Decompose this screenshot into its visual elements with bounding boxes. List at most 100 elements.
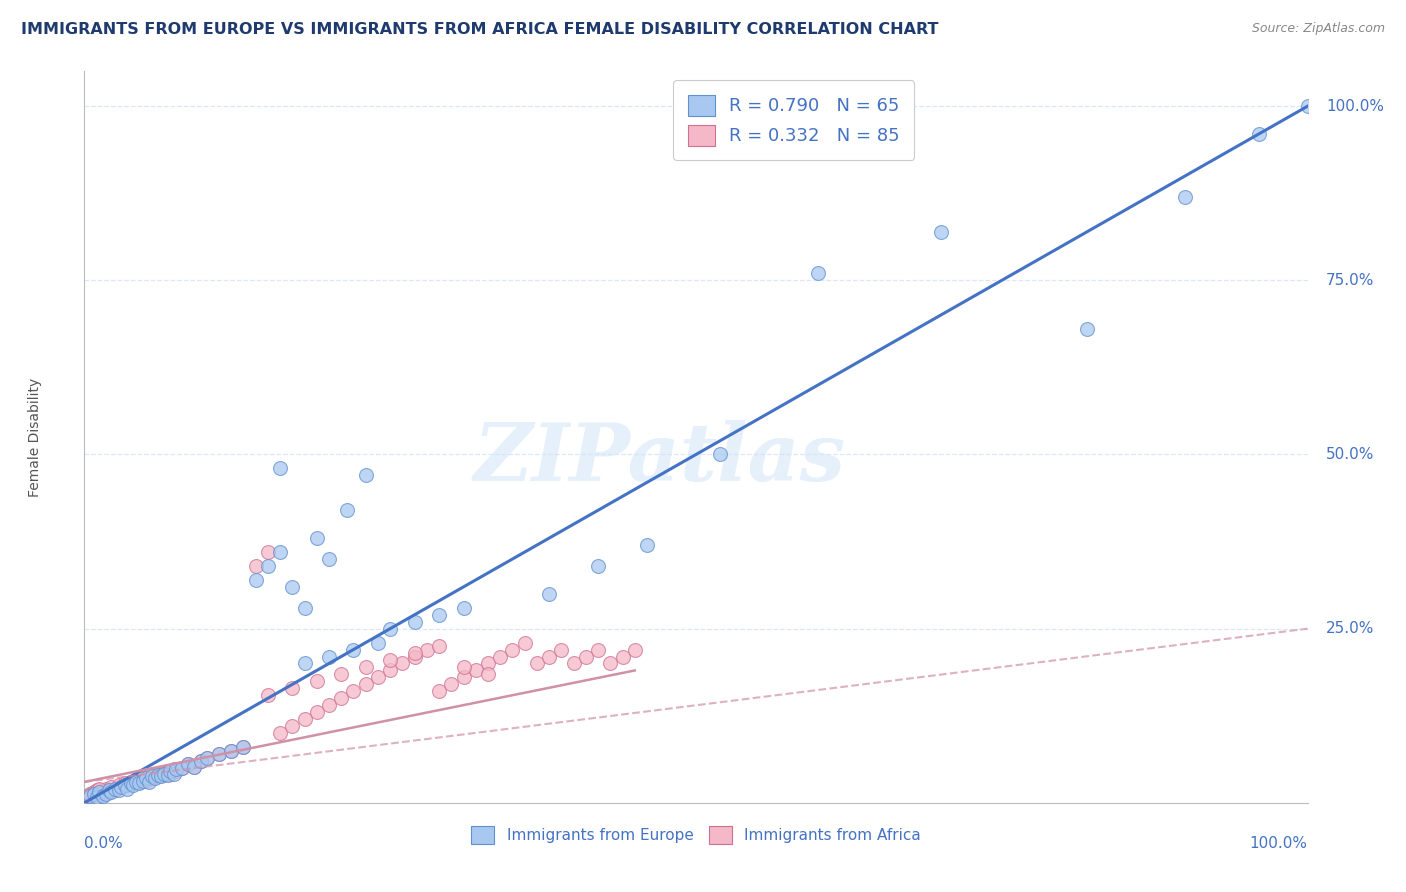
Point bbox=[110, 780, 132, 795]
Text: 50.0%: 50.0% bbox=[1326, 447, 1374, 462]
Point bbox=[709, 448, 731, 462]
Point bbox=[120, 775, 142, 789]
Point bbox=[100, 780, 122, 795]
Point bbox=[257, 545, 280, 559]
Point bbox=[342, 642, 364, 657]
Point bbox=[132, 772, 155, 786]
Point bbox=[135, 772, 157, 786]
Point bbox=[354, 660, 377, 674]
Point bbox=[165, 763, 187, 777]
Point bbox=[122, 778, 145, 792]
Point bbox=[104, 783, 127, 797]
Point bbox=[146, 769, 169, 783]
Point bbox=[159, 764, 181, 779]
Point bbox=[562, 657, 585, 671]
Point bbox=[453, 670, 475, 684]
Point bbox=[453, 600, 475, 615]
Point bbox=[502, 642, 524, 657]
Point bbox=[294, 657, 316, 671]
Point bbox=[477, 667, 499, 681]
Point bbox=[195, 750, 218, 764]
Point bbox=[330, 691, 353, 706]
Point bbox=[354, 677, 377, 691]
Point bbox=[807, 266, 830, 280]
Point bbox=[624, 642, 647, 657]
Point bbox=[636, 538, 658, 552]
Text: 75.0%: 75.0% bbox=[1326, 273, 1374, 288]
Point bbox=[318, 552, 340, 566]
Point bbox=[114, 776, 136, 790]
Point bbox=[1247, 127, 1270, 141]
Point bbox=[404, 649, 426, 664]
Point bbox=[245, 558, 267, 573]
Point bbox=[427, 684, 450, 698]
Point bbox=[538, 587, 561, 601]
Point bbox=[599, 657, 621, 671]
Point bbox=[257, 688, 280, 702]
Point bbox=[427, 639, 450, 653]
Point bbox=[354, 468, 377, 483]
Point bbox=[269, 726, 291, 740]
Point bbox=[367, 670, 389, 684]
Point bbox=[183, 759, 205, 773]
Point bbox=[79, 788, 101, 802]
Point bbox=[83, 785, 105, 799]
Point bbox=[586, 558, 609, 573]
Text: 100.0%: 100.0% bbox=[1250, 836, 1308, 851]
Point bbox=[115, 778, 138, 792]
Point bbox=[150, 769, 173, 783]
Point bbox=[91, 789, 114, 803]
Point bbox=[135, 773, 157, 788]
Point bbox=[195, 750, 218, 764]
Point bbox=[79, 789, 101, 803]
Point bbox=[114, 778, 136, 792]
Point bbox=[87, 785, 110, 799]
Point bbox=[391, 657, 413, 671]
Point bbox=[586, 642, 609, 657]
Point bbox=[269, 545, 291, 559]
Point bbox=[294, 712, 316, 726]
Point bbox=[172, 761, 194, 775]
Point bbox=[96, 788, 118, 802]
Point bbox=[150, 766, 173, 780]
Text: Source: ZipAtlas.com: Source: ZipAtlas.com bbox=[1251, 22, 1385, 36]
Point bbox=[86, 783, 108, 797]
Point bbox=[1076, 322, 1098, 336]
Point bbox=[305, 531, 328, 545]
Point bbox=[153, 766, 176, 780]
Point bbox=[107, 778, 129, 792]
Point bbox=[115, 781, 138, 796]
Point bbox=[141, 769, 163, 783]
Point bbox=[153, 768, 176, 782]
Text: IMMIGRANTS FROM EUROPE VS IMMIGRANTS FROM AFRICA FEMALE DISABILITY CORRELATION C: IMMIGRANTS FROM EUROPE VS IMMIGRANTS FRO… bbox=[21, 22, 939, 37]
Point bbox=[97, 785, 120, 799]
Point bbox=[143, 768, 166, 782]
Point bbox=[281, 719, 304, 733]
Point bbox=[190, 754, 212, 768]
Point bbox=[550, 642, 572, 657]
Point bbox=[257, 558, 280, 573]
Point bbox=[336, 503, 359, 517]
Point bbox=[97, 783, 120, 797]
Point bbox=[232, 740, 254, 755]
Point bbox=[208, 747, 231, 761]
Point bbox=[91, 788, 114, 802]
Point bbox=[110, 780, 132, 795]
Point bbox=[177, 757, 200, 772]
Point bbox=[104, 781, 127, 796]
Point bbox=[138, 775, 160, 789]
Text: 100.0%: 100.0% bbox=[1326, 99, 1384, 113]
Point bbox=[281, 681, 304, 695]
Point bbox=[281, 580, 304, 594]
Text: ZIPatlas: ZIPatlas bbox=[474, 420, 845, 498]
Point bbox=[489, 649, 512, 664]
Point bbox=[245, 573, 267, 587]
Point bbox=[416, 642, 439, 657]
Point bbox=[269, 461, 291, 475]
Point bbox=[86, 789, 108, 803]
Point bbox=[146, 768, 169, 782]
Point bbox=[120, 776, 142, 790]
Point bbox=[367, 635, 389, 649]
Point bbox=[132, 773, 155, 788]
Point bbox=[380, 664, 402, 678]
